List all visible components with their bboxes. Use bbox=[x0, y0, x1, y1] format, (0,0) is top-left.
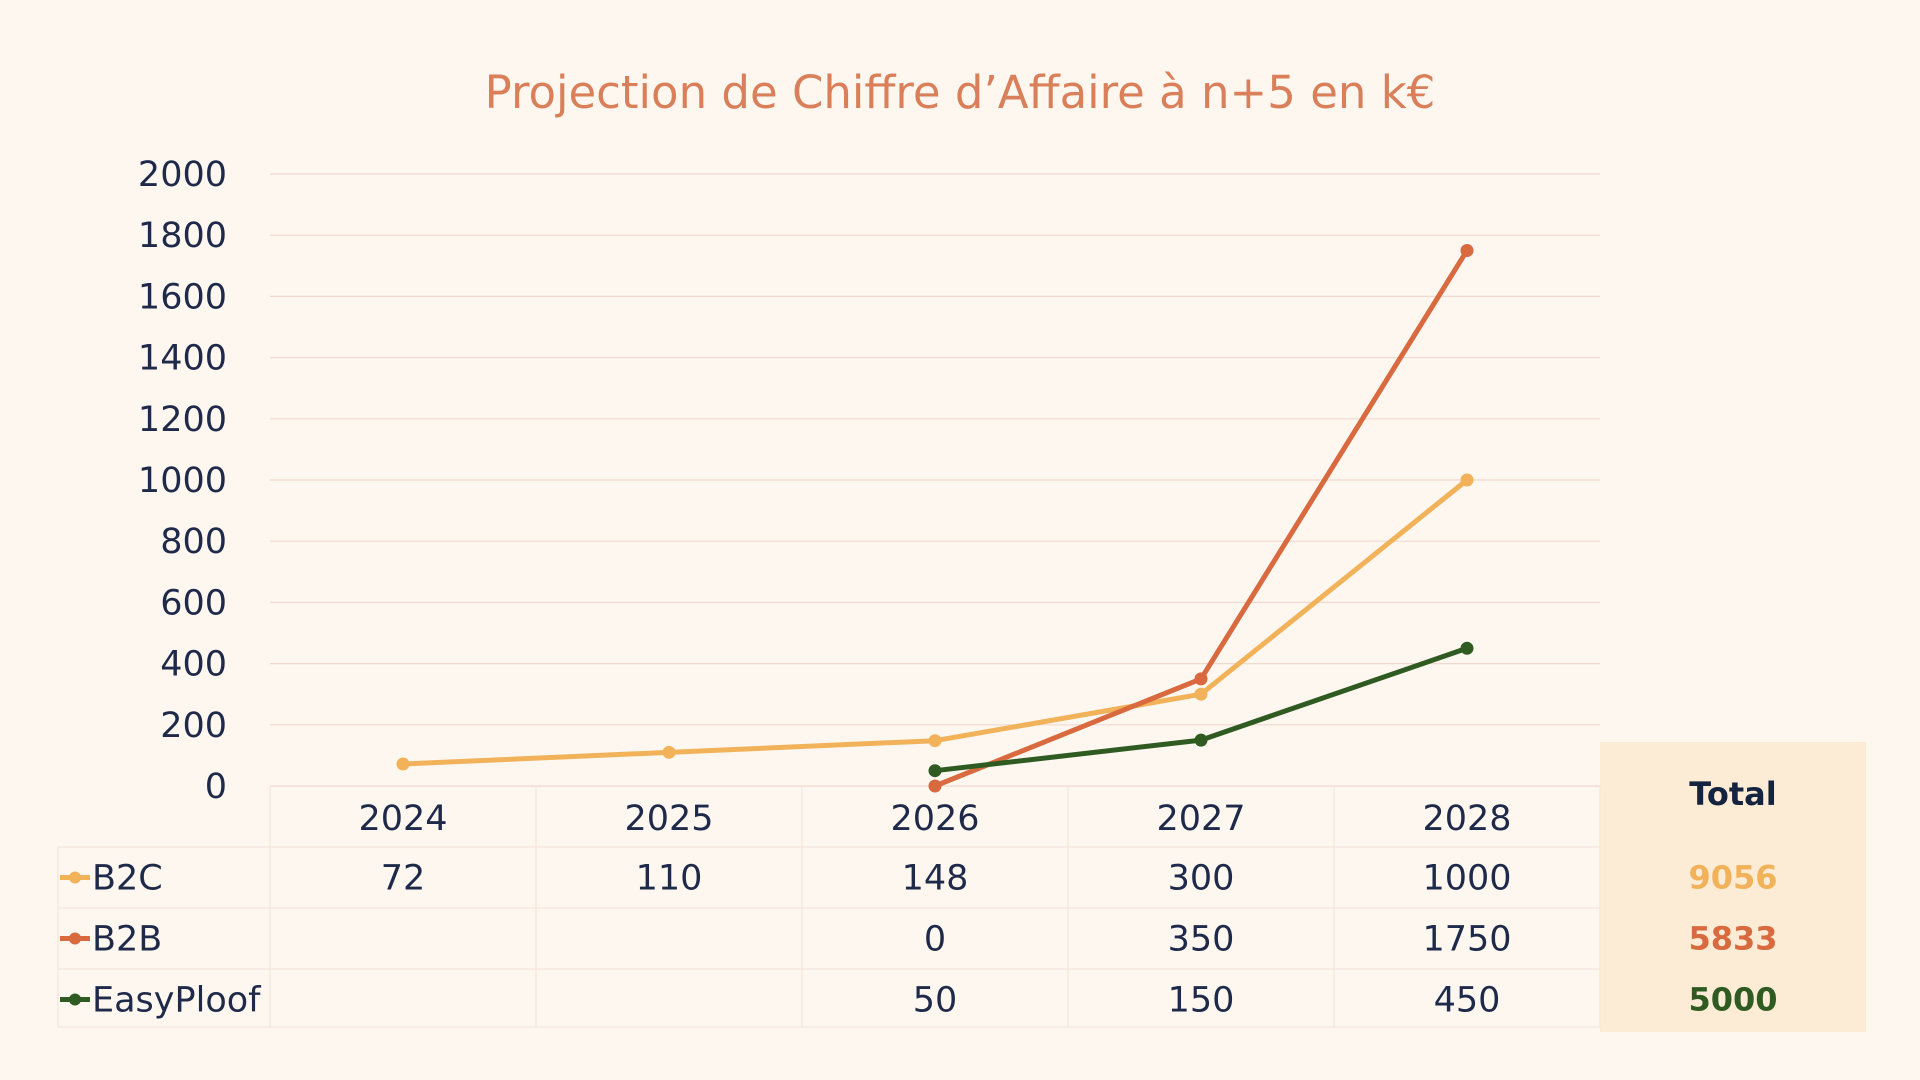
y-tick-label: 400 bbox=[160, 645, 227, 685]
x-tick-label: 2025 bbox=[624, 799, 713, 839]
data-point bbox=[1460, 244, 1474, 257]
data-point bbox=[1194, 672, 1208, 686]
total-header: Total bbox=[1689, 775, 1776, 813]
table-cell-value: 350 bbox=[1168, 920, 1235, 960]
y-tick-label: 0 bbox=[205, 767, 227, 807]
series-line-b2c bbox=[400, 477, 1470, 767]
data-point bbox=[1460, 473, 1474, 487]
y-tick-label: 1600 bbox=[138, 277, 227, 317]
legend-label: B2B bbox=[92, 920, 162, 960]
data-point bbox=[928, 779, 942, 793]
legend-label: B2C bbox=[92, 859, 163, 899]
data-point bbox=[928, 764, 942, 778]
table-cell-value: 0 bbox=[924, 920, 946, 960]
table-cell-value: 1750 bbox=[1422, 920, 1511, 960]
y-tick-label: 600 bbox=[160, 583, 227, 623]
legend-key-marker bbox=[69, 932, 81, 945]
y-tick-label: 1800 bbox=[138, 216, 227, 256]
table-cell-value: 150 bbox=[1168, 981, 1235, 1021]
table-cell-value: 450 bbox=[1434, 981, 1501, 1021]
series-line-b2b bbox=[932, 248, 1470, 789]
data-point bbox=[1194, 687, 1208, 701]
legend-label: EasyPloof bbox=[92, 981, 261, 1021]
y-tick-label: 1400 bbox=[138, 339, 227, 379]
table-cell-value: 300 bbox=[1168, 859, 1235, 899]
data-point bbox=[1460, 641, 1474, 655]
x-tick-label: 2027 bbox=[1156, 799, 1245, 839]
y-tick-label: 800 bbox=[160, 522, 227, 562]
y-tick-label: 200 bbox=[160, 706, 227, 746]
table-cell-value: 1000 bbox=[1422, 859, 1511, 899]
legend-key-marker bbox=[69, 993, 81, 1006]
data-point bbox=[396, 757, 410, 771]
table-cell-value: 148 bbox=[902, 859, 969, 899]
data-point bbox=[1194, 733, 1208, 747]
x-tick-label: 2026 bbox=[890, 799, 979, 839]
total-value: 9056 bbox=[1688, 859, 1777, 897]
x-tick-label: 2028 bbox=[1422, 799, 1511, 839]
table-cell-value: 72 bbox=[381, 859, 426, 899]
y-tick-label: 1200 bbox=[138, 400, 227, 440]
data-point bbox=[662, 745, 676, 759]
y-tick-label: 2000 bbox=[138, 155, 227, 195]
total-value: 5000 bbox=[1688, 981, 1777, 1019]
chart-title: Projection de Chiffre d’Affaire à n+5 en… bbox=[484, 66, 1436, 119]
total-column-background bbox=[1600, 742, 1866, 1032]
y-tick-label: 1000 bbox=[138, 461, 227, 501]
table-cell-value: 50 bbox=[913, 981, 958, 1021]
data-point bbox=[928, 734, 942, 748]
x-tick-label: 2024 bbox=[358, 799, 447, 839]
total-value: 5833 bbox=[1688, 920, 1777, 958]
legend-key-marker bbox=[69, 871, 81, 884]
table-cell-value: 110 bbox=[636, 859, 703, 899]
